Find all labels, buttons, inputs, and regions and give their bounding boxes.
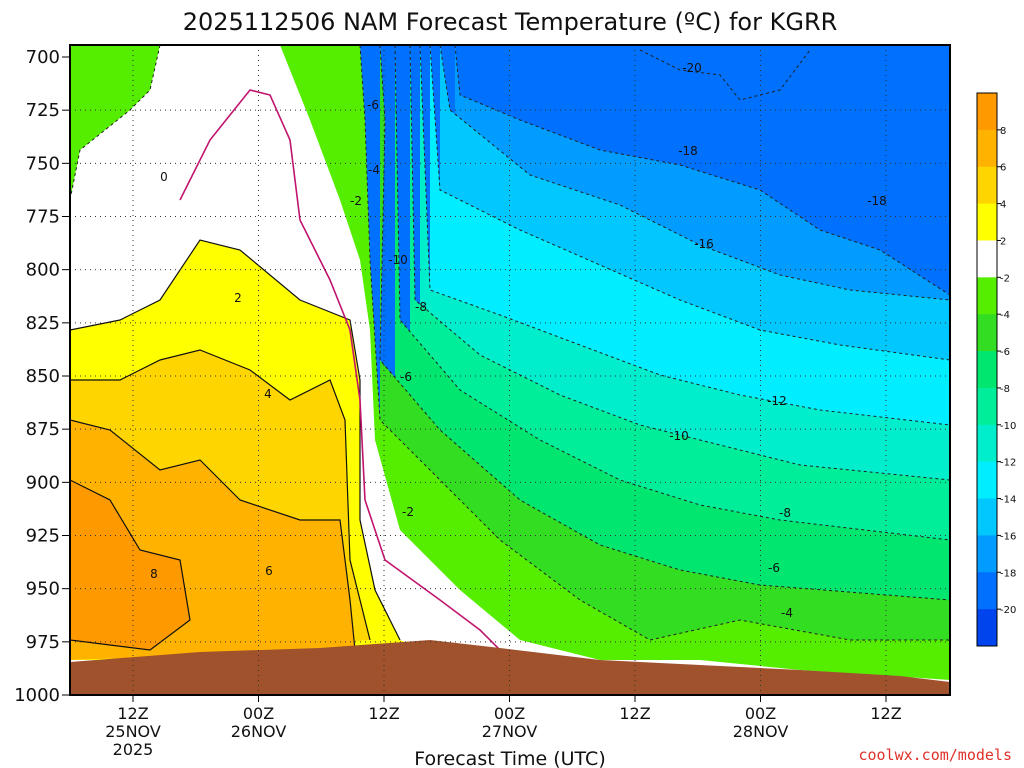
contour-label: -10 <box>388 253 408 267</box>
contour-label: -6 <box>367 98 379 112</box>
credit-text: coolwx.com/models <box>858 746 1012 764</box>
x-tick-label: 12Z <box>368 704 399 723</box>
x-axis-label: Forecast Time (UTC) <box>414 748 605 768</box>
x-tick-label: 00Z <box>243 704 274 723</box>
colorbar-swatch <box>977 203 997 241</box>
contour-label: -8 <box>415 300 427 314</box>
colorbar-swatch <box>977 277 997 315</box>
negative-contours <box>70 45 950 641</box>
colorbar-label: -20 <box>1000 605 1016 616</box>
x-tick-label: 27NOV <box>482 722 538 741</box>
contour-label: -4 <box>368 163 380 177</box>
colorbar-swatch <box>977 240 997 278</box>
colorbar-swatch <box>977 129 997 168</box>
colorbar-label: -2 <box>1000 273 1010 284</box>
colorbar-swatch <box>977 424 997 463</box>
contour-label: -20 <box>682 61 702 75</box>
colorbar-label: 8 <box>1000 126 1006 137</box>
colorbar-label: 6 <box>1000 163 1006 174</box>
y-tick-label: 850 <box>26 366 60 387</box>
x-tick-label: 2025 <box>113 740 154 759</box>
colorbar-label: 4 <box>1000 200 1006 211</box>
y-tick-label: 1000 <box>14 685 60 706</box>
colorbar-swatch <box>977 609 997 647</box>
y-tick-label: 900 <box>26 472 60 493</box>
colorbar-swatch <box>977 314 997 352</box>
colorbar-label: -16 <box>1000 531 1016 542</box>
y-tick-label: 950 <box>26 579 60 600</box>
colorbar-label: -14 <box>1000 495 1016 506</box>
contour-label: 6 <box>265 564 273 578</box>
colorbar-swatch <box>977 572 997 610</box>
contour-label: -18 <box>678 144 698 158</box>
contour-label: 8 <box>150 567 158 581</box>
contour-label: -8 <box>779 506 791 520</box>
y-tick-label: 925 <box>26 526 60 547</box>
y-tick-label: 975 <box>26 632 60 653</box>
x-tick-label: 00Z <box>494 704 525 723</box>
x-tick-label: 00Z <box>745 704 776 723</box>
contour-label: -10 <box>669 429 689 443</box>
positive-contours <box>70 239 401 651</box>
y-axis: 700 725 750 775 800 825 850 875 900 925 950 975 1000 <box>14 47 70 706</box>
colorbar-swatch <box>977 93 997 131</box>
colorbar-label: 2 <box>1000 236 1006 247</box>
y-tick-label: 725 <box>26 100 60 121</box>
band-plus8 <box>70 480 190 650</box>
colorbar-label: -4 <box>1000 310 1010 321</box>
contour-label: 0 <box>160 170 168 184</box>
contour-label: -4 <box>781 606 793 620</box>
x-tick-label: 28NOV <box>733 722 789 741</box>
band-minus6 <box>380 45 950 695</box>
x-tick-label: 26NOV <box>231 722 287 741</box>
y-tick-label: 875 <box>26 419 60 440</box>
freezing-line <box>179 89 511 661</box>
plot-area: -20-18-18-16-12-10-8-6-4-10-8-6-2-6-4-20… <box>70 45 950 695</box>
colorbar-label: -18 <box>1000 568 1016 579</box>
y-tick-label: 800 <box>26 260 60 281</box>
colorbar-swatch <box>977 535 997 573</box>
x-tick-label: 12Z <box>619 704 650 723</box>
y-tick-label: 775 <box>26 207 60 228</box>
contour-labels: -20-18-18-16-12-10-8-6-4-10-8-6-2-6-4-20… <box>150 61 887 620</box>
contour-label: -2 <box>402 505 414 519</box>
contour-label: -2 <box>350 194 362 208</box>
colorbar: 8 6 4 2 -2 -4 -6 -8 -10 -12 -14 -16 -18 -20 <box>976 92 1016 647</box>
grid-lines <box>70 45 950 695</box>
colorbar-label: -8 <box>1000 384 1010 395</box>
contour-label: -6 <box>768 561 780 575</box>
colorbar-label: -12 <box>1000 458 1016 469</box>
y-tick-label: 750 <box>26 153 60 174</box>
contour-label: -18 <box>867 194 887 208</box>
colorbar-swatch <box>977 166 997 205</box>
colorbar-swatch <box>977 351 997 389</box>
contour-label: -16 <box>694 237 714 251</box>
y-tick-label: 700 <box>26 47 60 68</box>
ground <box>70 640 950 695</box>
colorbar-frame <box>976 92 998 647</box>
colorbar-swatch <box>977 498 997 536</box>
colorbar-label: -6 <box>1000 347 1010 358</box>
contour-label: -6 <box>400 370 412 384</box>
contour-label: -12 <box>767 394 787 408</box>
colorbar-swatch <box>977 461 997 500</box>
x-tick-label: 12Z <box>117 704 148 723</box>
colorbar-swatch <box>977 387 997 426</box>
chart-title: 2025112506 NAM Forecast Temperature (ºC)… <box>183 8 838 36</box>
y-tick-label: 825 <box>26 313 60 334</box>
colorbar-label: -10 <box>1000 421 1016 432</box>
x-tick-label: 12Z <box>870 704 901 723</box>
contour-label: 4 <box>264 387 272 401</box>
x-tick-label: 25NOV <box>105 722 161 741</box>
contour-label: 2 <box>234 291 242 305</box>
